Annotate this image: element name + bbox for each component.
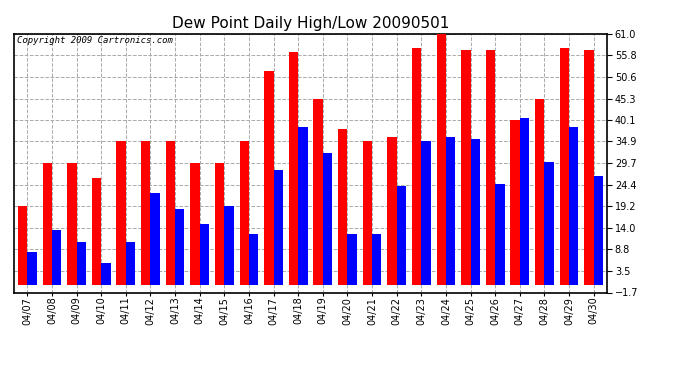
Bar — [520, 118, 529, 285]
Bar — [117, 141, 126, 285]
Bar — [67, 163, 77, 285]
Bar — [175, 209, 184, 285]
Bar — [560, 48, 569, 285]
Bar — [273, 170, 283, 285]
Bar — [224, 206, 234, 285]
Bar — [569, 127, 578, 285]
Bar — [190, 163, 199, 285]
Bar — [486, 50, 495, 285]
Bar — [348, 234, 357, 285]
Bar — [43, 163, 52, 285]
Bar — [437, 34, 446, 285]
Bar — [239, 141, 249, 285]
Bar — [18, 206, 28, 285]
Bar — [397, 186, 406, 285]
Bar — [535, 99, 544, 285]
Bar — [92, 178, 101, 285]
Bar — [422, 141, 431, 285]
Bar — [101, 263, 110, 285]
Bar — [126, 242, 135, 285]
Bar — [141, 141, 150, 285]
Bar — [593, 176, 603, 285]
Bar — [363, 141, 372, 285]
Bar — [584, 50, 593, 285]
Bar — [166, 141, 175, 285]
Text: Copyright 2009 Cartronics.com: Copyright 2009 Cartronics.com — [17, 36, 172, 45]
Bar — [298, 127, 308, 285]
Bar — [544, 162, 554, 285]
Bar — [249, 234, 258, 285]
Bar — [461, 50, 471, 285]
Bar — [323, 153, 332, 285]
Bar — [52, 230, 61, 285]
Bar — [387, 137, 397, 285]
Bar — [338, 129, 348, 285]
Bar — [511, 120, 520, 285]
Title: Dew Point Daily High/Low 20090501: Dew Point Daily High/Low 20090501 — [172, 16, 449, 31]
Bar — [215, 163, 224, 285]
Bar — [412, 48, 422, 285]
Bar — [495, 184, 504, 285]
Bar — [289, 53, 298, 285]
Bar — [471, 139, 480, 285]
Bar — [77, 242, 86, 285]
Bar — [446, 137, 455, 285]
Bar — [372, 234, 382, 285]
Bar — [28, 252, 37, 285]
Bar — [199, 224, 209, 285]
Bar — [313, 99, 323, 285]
Bar — [150, 193, 160, 285]
Bar — [264, 71, 273, 285]
